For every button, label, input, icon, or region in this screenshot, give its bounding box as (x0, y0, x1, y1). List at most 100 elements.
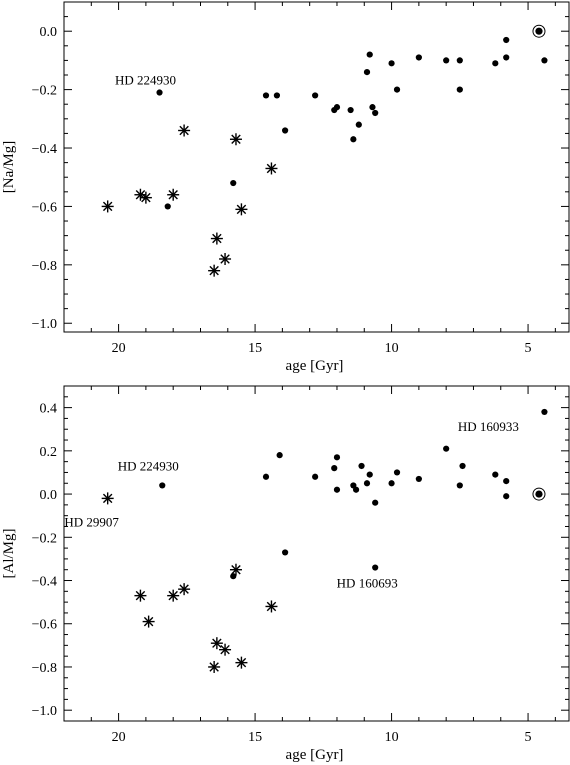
star-point (229, 133, 242, 146)
data-point (443, 57, 450, 64)
data-point (443, 445, 450, 452)
data-point (262, 473, 270, 480)
data-point (347, 106, 354, 114)
data-point (312, 473, 319, 480)
al-mg-panel: 20 15 10 5 0.4 0.2 0.0 −0.2 −0.4 −0.6 −0.8 −1.0 age … (1, 385, 570, 763)
y-tick-label: −0.8 (32, 661, 57, 676)
star-annotation: HD 224930 (118, 458, 179, 473)
star-point (210, 637, 223, 650)
data-point (230, 179, 237, 187)
y-tick-label: −1.0 (32, 704, 57, 719)
plot-frame (63, 1, 570, 333)
star-point (235, 203, 248, 216)
data-point (372, 564, 379, 571)
data-point (355, 121, 362, 128)
y-tick-label: −0.6 (32, 618, 57, 633)
data-point (159, 482, 166, 489)
y-tick-label: −0.4 (32, 575, 57, 590)
star-point (101, 200, 114, 213)
star-point (265, 600, 278, 613)
star-point (208, 264, 221, 277)
data-point (456, 482, 463, 489)
data-point (541, 408, 548, 416)
data-point (333, 104, 341, 111)
star-point (210, 232, 223, 245)
y-axis-label: [Na/Mg] (1, 141, 17, 194)
data-point (503, 493, 510, 500)
y-tick-label: −0.2 (32, 531, 57, 546)
y-tick-label: −0.8 (32, 259, 57, 274)
data-point (276, 452, 283, 459)
data-point (393, 469, 401, 476)
data-point (541, 57, 548, 64)
na-mg-panel: 20 15 10 5 0.0 −0.2 −0.4 −0.6 −0.8 −1.0 age [Gyr] [… (1, 1, 570, 374)
data-point (388, 60, 395, 67)
x-tick-label: 5 (525, 341, 532, 356)
data-point (333, 486, 341, 493)
data-point (164, 203, 171, 210)
data-point (372, 499, 379, 506)
y-tick-label: 0.4 (40, 402, 58, 417)
y-axis-label: [Al/Mg] (1, 529, 17, 579)
data-point (456, 86, 463, 93)
star-point (219, 252, 232, 265)
star-point (167, 589, 180, 602)
y-tick-label: −0.4 (32, 142, 57, 157)
x-tick-label: 5 (525, 730, 532, 745)
x-axis-label: age [Gyr] (286, 358, 344, 374)
star-annotation: HD 160933 (458, 419, 519, 434)
data-point (352, 486, 360, 493)
star-point (139, 191, 152, 204)
data-point (358, 462, 365, 470)
data-point (156, 89, 163, 96)
star-point (208, 660, 221, 673)
data-point (503, 54, 510, 61)
x-tick-label: 10 (385, 730, 399, 745)
data-point (369, 104, 376, 111)
data-point (312, 92, 319, 99)
star-point (235, 656, 248, 669)
star-point (178, 583, 191, 596)
x-tick-label: 15 (248, 341, 262, 356)
data-point (503, 36, 510, 44)
y-tick-label: −0.2 (32, 84, 57, 99)
x-tick-label: 20 (112, 730, 126, 745)
data-point (230, 573, 237, 580)
star-annotation: HD 224930 (115, 73, 176, 88)
star-point (134, 188, 147, 201)
data-point (393, 86, 401, 93)
star-annotation: HD 29907 (64, 514, 119, 529)
star-point (142, 615, 155, 628)
star-point (178, 124, 191, 137)
star-point (134, 589, 147, 602)
data-point (273, 92, 281, 99)
data-point (366, 51, 373, 58)
y-tick-label: −0.6 (32, 200, 57, 215)
data-point (262, 92, 270, 99)
y-tick-label: −1.0 (32, 317, 57, 332)
data-point (350, 136, 357, 143)
data-point (456, 57, 463, 64)
data-point (415, 54, 422, 61)
data-point (333, 454, 341, 461)
y-tick-label: 0.0 (40, 488, 58, 503)
star-point (101, 492, 114, 505)
x-axis-label: age [Gyr] (286, 747, 344, 763)
star-point (219, 643, 232, 656)
data-point (282, 127, 289, 134)
data-point (503, 477, 510, 485)
x-tick-label: 15 (248, 730, 262, 745)
data-point (372, 109, 379, 117)
y-tick-label: 0.2 (40, 445, 58, 460)
star-point (167, 188, 180, 201)
data-point (415, 475, 422, 483)
plot-frame (63, 385, 570, 722)
y-tick-label: 0.0 (40, 25, 58, 40)
data-point (363, 480, 371, 487)
data-point (459, 462, 466, 470)
x-tick-label: 20 (112, 341, 126, 356)
data-point (366, 471, 373, 478)
data-point (282, 549, 289, 556)
star-annotation: HD 160693 (337, 576, 398, 591)
